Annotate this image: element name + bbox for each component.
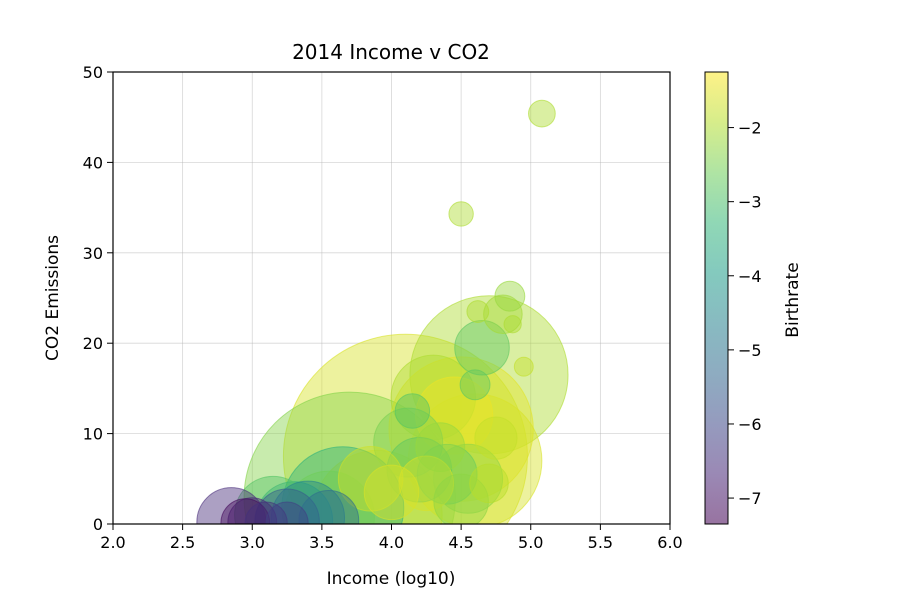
x-axis-label: Income (log10) [327, 569, 456, 589]
chart-title: 2014 Income v CO2 [292, 40, 490, 64]
data-point [298, 490, 360, 524]
data-point [466, 300, 490, 323]
data-point [469, 463, 509, 504]
x-tick-label: 3.5 [309, 533, 334, 552]
colorbar-tick-label: −6 [738, 415, 762, 434]
data-point [415, 422, 466, 473]
x-axis-ticks: 2.0 2.5 3.0 3.5 4.0 4.5 5.0 5.5 6.0 [100, 524, 683, 552]
data-point [244, 501, 288, 524]
data-point [265, 501, 309, 524]
data-point [483, 294, 523, 335]
data-point [373, 407, 444, 478]
data-point [234, 475, 313, 524]
data-point [398, 455, 455, 512]
colorbar-tick-label: −4 [738, 267, 762, 286]
data-point [220, 498, 271, 524]
data-point [363, 464, 420, 521]
data-point [415, 376, 494, 455]
y-tick-label: 30 [83, 244, 103, 263]
data-point [270, 480, 346, 524]
y-tick-label: 50 [83, 63, 103, 82]
colorbar-tick-label: −2 [738, 119, 762, 138]
x-tick-label: 4.5 [448, 533, 473, 552]
colorbar-tick-label: −3 [738, 193, 762, 212]
data-point [494, 280, 526, 312]
data-point [503, 315, 522, 334]
data-point [454, 319, 510, 376]
colorbar-frame [704, 71, 729, 525]
y-axis-label: CO2 Emissions [43, 235, 63, 361]
y-axis-ticks: 0 10 20 30 40 50 [83, 63, 113, 534]
data-point [254, 488, 320, 524]
data-point [433, 473, 489, 524]
data-point [513, 356, 534, 377]
data-point [474, 416, 518, 460]
x-tick-label: 3.0 [240, 533, 265, 552]
data-point [416, 443, 478, 505]
colorbar-ticks: −2 −3 −4 −5 −6 −7 [728, 119, 762, 508]
data-point [386, 436, 453, 503]
data-point [409, 295, 569, 455]
data-point [528, 99, 556, 128]
y-tick-label: 20 [83, 334, 103, 353]
bubble-layer [196, 99, 569, 524]
y-tick-label: 0 [93, 515, 103, 534]
colorbar-tick-label: −5 [738, 341, 762, 360]
data-point [227, 497, 278, 524]
y-tick-label: 10 [83, 425, 103, 444]
data-point [459, 369, 491, 401]
y-tick-label: 40 [83, 153, 103, 172]
colorbar-tick-label: −7 [738, 489, 762, 508]
colorbar [705, 72, 728, 524]
data-point [394, 393, 431, 429]
x-tick-label: 4.0 [379, 533, 404, 552]
data-point [282, 470, 375, 524]
x-tick-label: 5.0 [518, 533, 543, 552]
x-tick-label: 2.5 [170, 533, 195, 552]
data-point [337, 446, 404, 512]
x-tick-label: 5.5 [588, 533, 613, 552]
x-tick-label: 6.0 [657, 533, 682, 552]
data-point [390, 354, 477, 441]
data-point [448, 201, 474, 227]
x-tick-label: 2.0 [100, 533, 125, 552]
colorbar-label: Birthrate [783, 262, 803, 337]
